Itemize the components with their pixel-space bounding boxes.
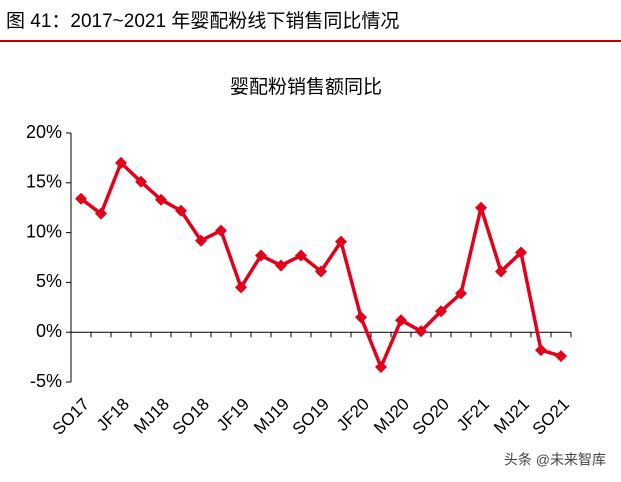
header-title: 图 41：2017~2021 年婴配粉线下销售同比情况	[6, 10, 399, 32]
x-tick-label: JF20	[333, 395, 373, 435]
marker	[295, 249, 307, 262]
x-tick-label: MJ19	[250, 395, 293, 438]
marker	[195, 234, 207, 247]
marker	[415, 325, 427, 338]
x-tick-label: JF21	[453, 395, 493, 435]
marker	[95, 207, 107, 220]
y-tick-label: 15%	[26, 172, 62, 192]
marker	[495, 265, 507, 278]
marker	[375, 361, 387, 374]
line	[79, 161, 562, 369]
y-tick-label: 0%	[36, 321, 62, 341]
marker	[135, 175, 147, 188]
x-tick-label: SO20	[409, 395, 453, 439]
marker	[455, 287, 467, 300]
marker	[75, 192, 87, 205]
x-tick-label: SO17	[49, 395, 93, 439]
marker	[355, 311, 367, 324]
marker	[535, 344, 547, 357]
x-tick-label: MJ20	[370, 395, 413, 438]
y-tick-label: 10%	[26, 221, 62, 241]
marker	[155, 193, 167, 206]
x-tick-label: MJ18	[130, 395, 173, 438]
marker	[515, 246, 527, 259]
marker	[215, 224, 227, 237]
marker	[335, 235, 347, 248]
marker	[475, 201, 487, 214]
marker	[435, 305, 447, 318]
x-tick-label: JF19	[213, 395, 253, 435]
x-tick-label: JF18	[93, 395, 133, 435]
marker	[555, 350, 567, 363]
marker	[115, 156, 127, 169]
x-tick-label: SO21	[529, 395, 573, 439]
marker	[235, 281, 247, 294]
y-tick-label: 20%	[26, 122, 62, 142]
marker	[255, 249, 267, 262]
marker	[275, 259, 287, 272]
x-tick-label: SO19	[289, 395, 333, 439]
y-tick-label: -5%	[30, 371, 62, 391]
marker	[395, 314, 407, 327]
x-tick-label: MJ21	[490, 395, 533, 438]
chart-title: 婴配粉销售额同比	[230, 76, 382, 98]
x-tick-label: SO18	[169, 395, 213, 439]
marker	[175, 204, 187, 217]
marker	[315, 265, 327, 278]
watermark: 头条 @未来智库	[504, 452, 606, 468]
y-tick-label: 5%	[36, 271, 62, 291]
